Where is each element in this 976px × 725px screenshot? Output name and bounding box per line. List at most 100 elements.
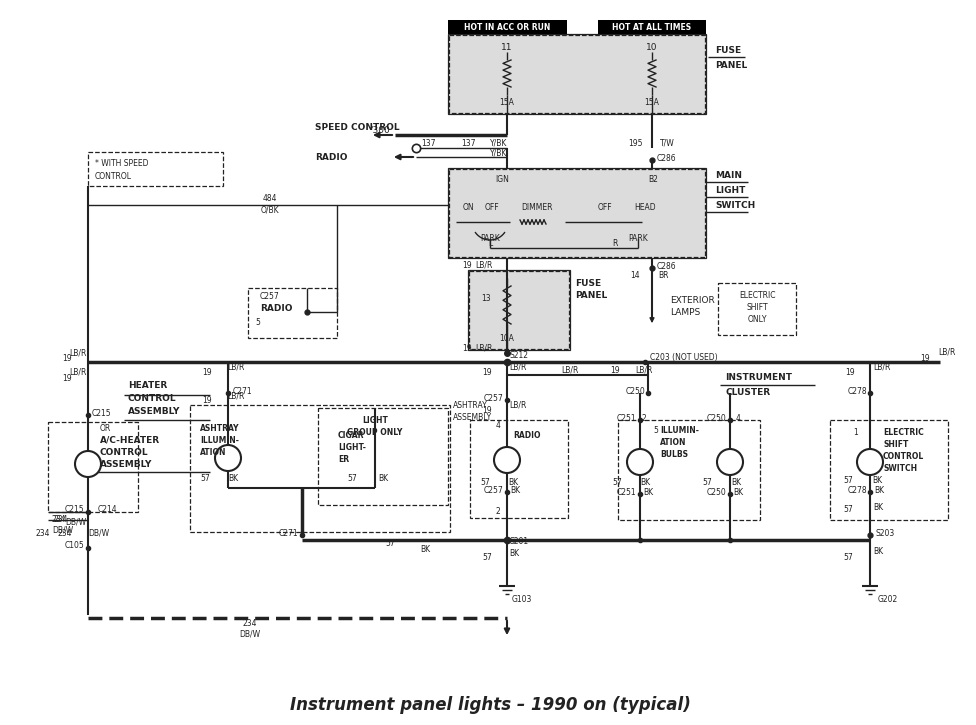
Text: C215: C215 bbox=[92, 408, 111, 418]
Text: S203: S203 bbox=[875, 529, 894, 537]
Text: 234: 234 bbox=[243, 619, 258, 629]
Text: SWITCH: SWITCH bbox=[883, 463, 917, 473]
Text: ASSEMBLY: ASSEMBLY bbox=[128, 407, 181, 415]
Text: * WITH SPEED: * WITH SPEED bbox=[95, 159, 148, 167]
Text: 13: 13 bbox=[481, 294, 491, 302]
Bar bbox=[718, 283, 796, 335]
Circle shape bbox=[75, 451, 101, 477]
Text: LIGHT: LIGHT bbox=[715, 186, 746, 194]
Text: 57: 57 bbox=[480, 478, 490, 486]
Text: O/BK: O/BK bbox=[261, 205, 279, 215]
Text: LIGHT: LIGHT bbox=[362, 415, 387, 425]
Text: RADIO: RADIO bbox=[260, 304, 293, 312]
Text: ASSEMBLY: ASSEMBLY bbox=[453, 413, 492, 421]
Text: 57: 57 bbox=[386, 539, 395, 547]
Text: C251: C251 bbox=[617, 487, 636, 497]
Text: ATION: ATION bbox=[200, 447, 226, 457]
Text: S212: S212 bbox=[510, 350, 529, 360]
Text: 10A: 10A bbox=[500, 334, 514, 342]
Text: LB/R: LB/R bbox=[938, 347, 956, 357]
Bar bbox=[449, 35, 705, 113]
Text: C278: C278 bbox=[847, 486, 867, 494]
Text: C250: C250 bbox=[707, 413, 726, 423]
Text: S201: S201 bbox=[510, 537, 529, 547]
Text: 234: 234 bbox=[52, 515, 66, 524]
Text: DB/W: DB/W bbox=[239, 629, 261, 639]
Text: INSTRUMENT: INSTRUMENT bbox=[725, 373, 792, 381]
Text: LIGHT-: LIGHT- bbox=[338, 442, 366, 452]
Bar bbox=[448, 34, 706, 114]
Text: L: L bbox=[488, 239, 492, 247]
Text: MAIN: MAIN bbox=[715, 170, 742, 180]
Text: CONTROL: CONTROL bbox=[128, 394, 177, 402]
Text: LB/R: LB/R bbox=[475, 344, 492, 352]
Text: 19: 19 bbox=[62, 354, 72, 362]
Text: ASHTRAY: ASHTRAY bbox=[453, 400, 488, 410]
Text: SPEED CONTROL: SPEED CONTROL bbox=[315, 123, 399, 131]
Bar bbox=[468, 270, 570, 350]
Text: LB/R: LB/R bbox=[227, 392, 244, 400]
Text: 19: 19 bbox=[482, 405, 492, 415]
Text: C215: C215 bbox=[64, 505, 84, 515]
Bar bbox=[470, 420, 568, 518]
Text: C271: C271 bbox=[278, 529, 298, 537]
Text: Y/BK: Y/BK bbox=[490, 149, 508, 157]
Text: ILLUMIN-: ILLUMIN- bbox=[660, 426, 699, 434]
Bar bbox=[448, 168, 706, 258]
Text: PANEL: PANEL bbox=[575, 291, 607, 299]
Text: DB/W: DB/W bbox=[52, 526, 73, 534]
Text: Y/BK: Y/BK bbox=[490, 138, 508, 147]
Text: 1: 1 bbox=[853, 428, 858, 436]
Text: 19: 19 bbox=[463, 344, 472, 352]
Text: FUSE: FUSE bbox=[715, 46, 741, 54]
Text: 19: 19 bbox=[610, 365, 620, 375]
Text: 19: 19 bbox=[482, 368, 492, 376]
Text: BK: BK bbox=[873, 547, 883, 557]
Text: BK: BK bbox=[731, 478, 741, 486]
Text: 19: 19 bbox=[62, 373, 72, 383]
Text: LAMPS: LAMPS bbox=[670, 307, 700, 317]
Text: 5: 5 bbox=[256, 318, 261, 326]
Text: 137: 137 bbox=[421, 138, 435, 147]
Text: PARK: PARK bbox=[629, 233, 648, 242]
Text: 19: 19 bbox=[463, 260, 472, 270]
Text: 19: 19 bbox=[920, 354, 930, 362]
Text: LB/R: LB/R bbox=[69, 368, 87, 376]
Text: C271: C271 bbox=[233, 386, 253, 396]
Text: C286: C286 bbox=[657, 262, 676, 270]
Circle shape bbox=[494, 447, 520, 473]
Text: EXTERIOR: EXTERIOR bbox=[670, 296, 714, 304]
Circle shape bbox=[717, 449, 743, 475]
Text: DB/W: DB/W bbox=[65, 518, 86, 526]
Bar bbox=[448, 20, 567, 34]
Text: ELECTRIC: ELECTRIC bbox=[739, 291, 775, 299]
Text: C251: C251 bbox=[617, 413, 636, 423]
Text: OFF: OFF bbox=[485, 202, 500, 212]
Text: 57: 57 bbox=[482, 553, 492, 563]
Bar bbox=[598, 20, 706, 34]
Text: 57: 57 bbox=[843, 505, 853, 515]
Text: PANEL: PANEL bbox=[715, 60, 748, 70]
Text: 5: 5 bbox=[653, 426, 658, 434]
Text: HOT AT ALL TIMES: HOT AT ALL TIMES bbox=[612, 22, 692, 31]
Text: BK: BK bbox=[873, 502, 883, 512]
Text: BK: BK bbox=[643, 487, 653, 497]
Text: DB/W: DB/W bbox=[88, 529, 109, 537]
Text: LB/R: LB/R bbox=[873, 362, 890, 371]
Text: SHIFT: SHIFT bbox=[883, 439, 909, 449]
Text: ELECTRIC: ELECTRIC bbox=[883, 428, 923, 436]
Text: FUSE: FUSE bbox=[575, 278, 601, 288]
Text: GROUP ONLY: GROUP ONLY bbox=[347, 428, 403, 436]
Text: PARK: PARK bbox=[480, 233, 500, 242]
Text: RADIO: RADIO bbox=[513, 431, 541, 439]
Text: B2: B2 bbox=[648, 175, 658, 183]
Text: C257: C257 bbox=[483, 486, 503, 494]
Bar bbox=[318, 408, 448, 505]
Bar bbox=[830, 420, 948, 520]
Text: '300: '300 bbox=[370, 125, 390, 135]
Bar bbox=[449, 169, 705, 257]
Bar bbox=[618, 420, 760, 520]
Bar bbox=[190, 405, 450, 532]
Text: LB/R: LB/R bbox=[635, 365, 652, 375]
Text: SHIFT: SHIFT bbox=[747, 302, 768, 312]
